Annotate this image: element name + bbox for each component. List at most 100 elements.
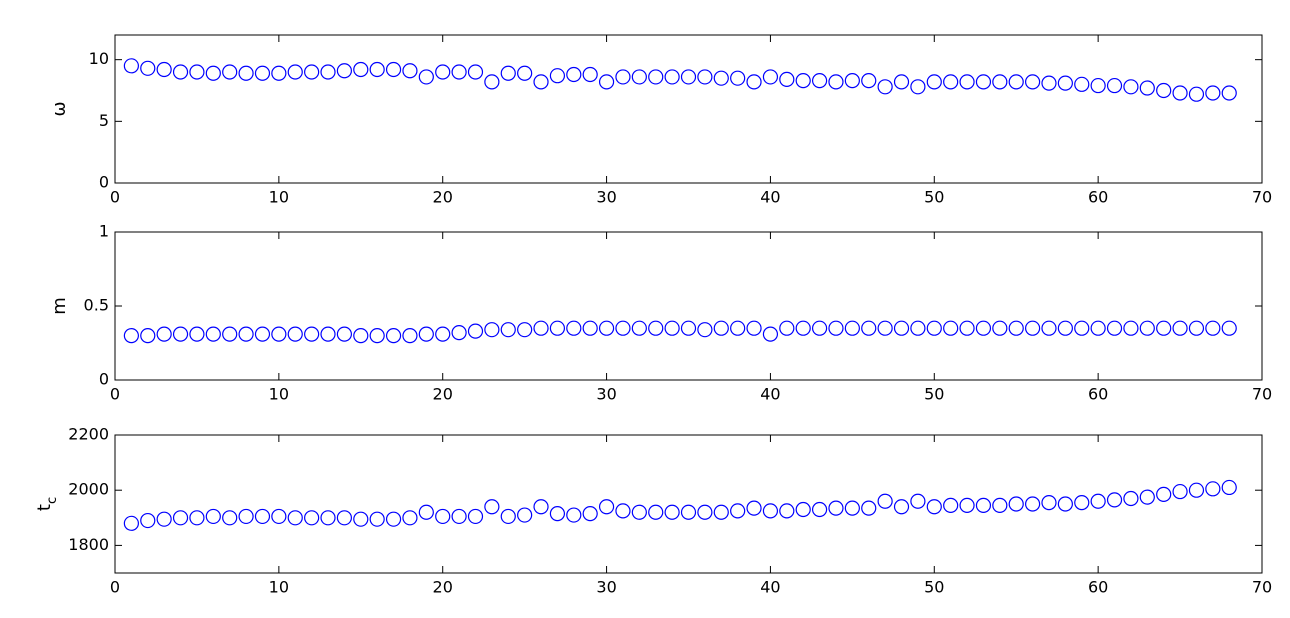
marker [353, 328, 369, 344]
marker [484, 499, 500, 515]
marker [1024, 496, 1041, 512]
marker [172, 326, 189, 342]
marker [943, 497, 959, 513]
marker [254, 65, 271, 81]
marker [484, 322, 500, 338]
marker [910, 320, 926, 336]
marker [320, 64, 336, 80]
marker [697, 69, 713, 85]
marker [287, 510, 303, 526]
marker [1041, 75, 1057, 91]
y-tick-label: 0 [99, 173, 109, 192]
y-tick-label: 10 [89, 49, 109, 68]
marker [189, 326, 205, 342]
marker [385, 61, 402, 78]
marker [1221, 479, 1237, 496]
marker [1074, 495, 1090, 511]
marker [746, 500, 762, 516]
marker [746, 74, 762, 90]
marker [762, 503, 779, 519]
marker [713, 320, 729, 336]
marker [828, 74, 844, 90]
marker [680, 504, 697, 520]
x-tick-label: 70 [1252, 188, 1272, 207]
x-tick-label: 30 [596, 385, 616, 404]
marker [451, 325, 467, 341]
marker [1024, 74, 1041, 90]
marker [1139, 80, 1155, 96]
marker [975, 497, 992, 513]
marker [959, 497, 975, 513]
marker [402, 510, 418, 526]
marker [795, 501, 811, 518]
marker [648, 69, 664, 85]
x-tick-label: 20 [433, 385, 453, 404]
marker [1156, 320, 1172, 336]
x-tick-label: 20 [433, 188, 453, 207]
marker [598, 320, 615, 336]
marker [811, 501, 828, 518]
marker [336, 63, 352, 79]
marker [861, 320, 877, 336]
marker [1221, 85, 1237, 101]
marker [566, 320, 582, 336]
marker [959, 320, 975, 336]
marker [1090, 493, 1106, 509]
marker [1188, 320, 1205, 336]
marker [140, 328, 156, 344]
marker [533, 320, 549, 336]
marker [517, 65, 533, 81]
x-tick-label: 60 [1088, 188, 1108, 207]
x-tick-label: 70 [1252, 578, 1272, 597]
marker [271, 65, 287, 81]
marker [451, 508, 467, 525]
x-tick-label: 20 [433, 578, 453, 597]
y-axis-label-text: t [34, 504, 55, 511]
marker [156, 61, 172, 78]
y-axis-label: ω [49, 101, 70, 116]
marker [1205, 320, 1221, 336]
marker [1057, 496, 1073, 512]
marker [730, 70, 746, 86]
marker [598, 74, 615, 90]
marker [1188, 86, 1205, 102]
marker [435, 508, 451, 525]
marker [238, 326, 254, 342]
marker [697, 322, 713, 338]
marker [828, 500, 844, 516]
marker [500, 65, 516, 81]
marker [238, 508, 254, 525]
marker [631, 504, 647, 520]
marker [910, 493, 926, 509]
marker [811, 320, 828, 336]
marker [1156, 82, 1172, 99]
marker [975, 320, 992, 336]
marker [943, 74, 959, 90]
marker [877, 320, 893, 336]
marker [861, 500, 877, 516]
marker [517, 507, 533, 523]
y-axis-label-text: ω [49, 101, 70, 116]
marker [1074, 76, 1090, 92]
plot-area [114, 231, 1263, 381]
x-tick-label: 50 [924, 188, 944, 207]
marker [713, 70, 729, 86]
marker [648, 504, 664, 520]
plot-area [114, 434, 1263, 574]
marker [172, 510, 189, 526]
marker [893, 320, 910, 336]
x-tick-label: 50 [924, 578, 944, 597]
marker [435, 64, 451, 80]
marker [172, 64, 189, 80]
marker [1205, 85, 1221, 101]
marker [959, 74, 975, 90]
marker [746, 320, 762, 336]
marker [1139, 489, 1155, 505]
marker [287, 326, 303, 342]
marker [926, 320, 942, 336]
marker [1008, 320, 1024, 336]
marker [549, 68, 566, 84]
marker [402, 63, 418, 79]
marker [795, 320, 811, 336]
